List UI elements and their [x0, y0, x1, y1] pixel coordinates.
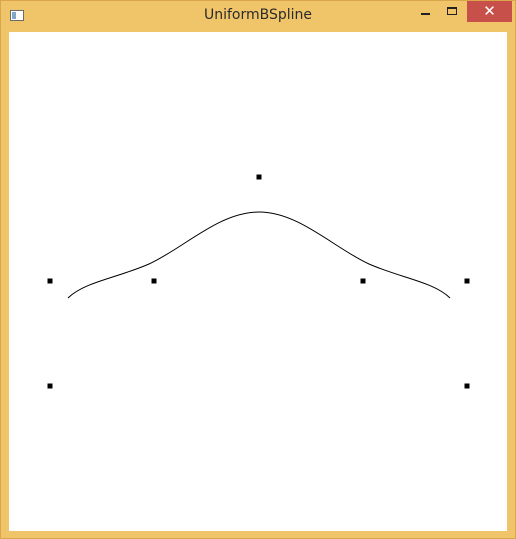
control-point[interactable]	[360, 278, 366, 284]
control-point[interactable]	[151, 278, 157, 284]
maximize-button[interactable]	[439, 1, 465, 22]
control-point[interactable]	[464, 278, 470, 284]
control-point[interactable]	[464, 383, 470, 389]
control-point[interactable]	[256, 174, 262, 180]
control-point[interactable]	[47, 278, 53, 284]
title-bar[interactable]: UniformBSpline ✕	[1, 1, 515, 31]
window-title: UniformBSpline	[203, 7, 313, 23]
control-point[interactable]	[47, 383, 53, 389]
bspline-curve	[67, 211, 451, 299]
close-button[interactable]: ✕	[467, 1, 512, 22]
spline-canvas	[47, 174, 470, 389]
minimize-button[interactable]	[413, 1, 439, 22]
app-window-icon[interactable]	[10, 10, 24, 21]
drawing-canvas[interactable]	[9, 32, 507, 531]
